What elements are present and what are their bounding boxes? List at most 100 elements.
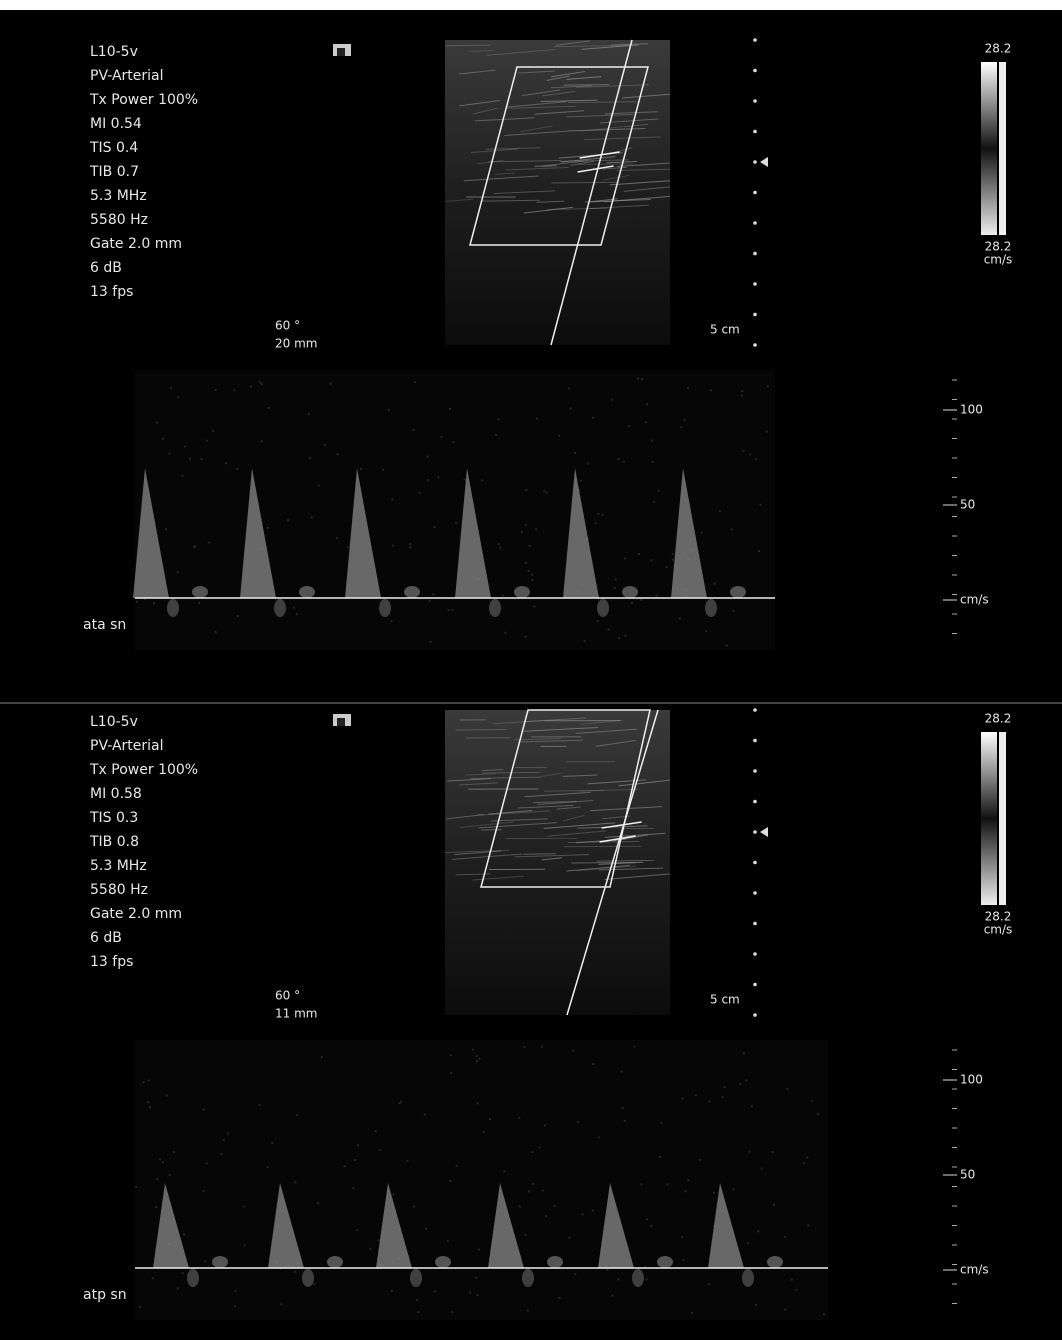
spectral-noise <box>644 421 647 424</box>
spectral-noise <box>713 582 716 585</box>
reverse-flow <box>597 599 609 617</box>
spectral-noise <box>754 1303 757 1306</box>
tissue-echo <box>487 159 561 163</box>
spectral-noise <box>387 408 390 411</box>
spectral-noise <box>687 1179 690 1182</box>
spectral-noise <box>524 523 527 526</box>
tissue-echo <box>566 76 602 80</box>
spectral-noise <box>162 1161 165 1164</box>
spectral-noise <box>159 1158 162 1161</box>
tissue-echo <box>562 774 598 777</box>
spectral-noise <box>156 1178 159 1181</box>
tissue-echo <box>541 857 563 861</box>
gate-depth-label: 11 mm <box>275 1007 317 1021</box>
spectral-noise <box>645 1278 648 1281</box>
tissue-echo <box>622 93 671 99</box>
spectral-noise <box>708 1100 711 1103</box>
parameter: L10-5v <box>90 714 138 730</box>
spectral-noise <box>683 418 686 421</box>
doppler-beam <box>566 709 659 1016</box>
spectral-noise <box>176 571 179 574</box>
tissue-echo <box>569 127 646 132</box>
spectral-noise <box>665 566 668 569</box>
spectral-noise <box>429 640 432 643</box>
spectral-noise <box>633 1045 636 1048</box>
spectral-noise <box>810 1099 813 1102</box>
spectral-noise <box>165 1094 168 1097</box>
sample-gate <box>577 151 620 173</box>
spectral-noise <box>198 601 201 604</box>
spectral-noise <box>747 1242 750 1245</box>
spectral-noise <box>236 467 239 470</box>
spectral-noise <box>527 569 530 572</box>
color-scale-top: 28.2 <box>985 42 1012 56</box>
spectral-noise <box>742 449 745 452</box>
angle-label: 60 ° <box>275 319 300 333</box>
spectral-noise <box>369 1247 372 1250</box>
spectral-noise <box>447 609 450 612</box>
spectral-noise <box>307 413 310 416</box>
spectral-noise <box>258 1104 261 1107</box>
parameter: MI 0.58 <box>90 786 142 802</box>
spectral-noise <box>681 1097 684 1100</box>
spectral-noise <box>336 453 339 456</box>
spectral-noise <box>569 407 572 410</box>
spectral-noise <box>577 1120 580 1123</box>
doppler-peak <box>153 1183 189 1268</box>
spectral-noise <box>524 561 527 564</box>
tissue-echo <box>602 174 630 181</box>
spectral-noise <box>543 490 546 493</box>
depth-marker <box>753 312 757 317</box>
spectral-noise <box>750 1105 753 1108</box>
spectral-noise <box>162 437 165 440</box>
spectral-noise <box>766 385 769 388</box>
probe-icon-inner <box>337 48 345 56</box>
spectral-noise <box>671 552 674 555</box>
depth-marker <box>753 891 757 895</box>
tissue-echo <box>470 776 542 779</box>
color-bar-white <box>999 62 1006 235</box>
spectral-noise <box>749 453 752 456</box>
spectral-noise <box>678 617 681 620</box>
spectral-noise <box>440 436 443 439</box>
tissue-echo <box>520 125 553 132</box>
tissue-echo <box>541 160 589 167</box>
spectral-noise <box>742 1052 745 1055</box>
tissue-echo <box>447 778 492 782</box>
spectral-noise <box>501 594 504 597</box>
spectral-noise <box>177 396 180 399</box>
parameter: PV-Arterial <box>90 738 164 754</box>
spectral-noise <box>424 1227 427 1230</box>
reverse-flow <box>705 599 717 617</box>
tissue-echo <box>616 162 670 168</box>
doppler-peak <box>455 468 491 598</box>
spectral-noise <box>448 407 451 410</box>
spectral-noise <box>449 1179 452 1182</box>
color-bar <box>981 62 997 235</box>
spectral-noise <box>718 510 721 513</box>
spectral-noise <box>541 1045 544 1048</box>
tissue-echo <box>582 44 639 50</box>
depth-marker <box>753 830 757 834</box>
depth-marker <box>753 160 757 164</box>
spectral-noise <box>243 1205 246 1208</box>
tissue-echo <box>488 809 533 815</box>
tissue-echo <box>583 136 661 141</box>
tissue-echo <box>575 728 637 734</box>
spectral-noise <box>666 1183 669 1186</box>
diastolic-flow <box>767 1256 783 1268</box>
spectral-noise <box>152 601 155 604</box>
tissue-echo <box>537 799 594 805</box>
tissue-echo <box>562 814 585 822</box>
reverse-flow <box>274 599 286 617</box>
spectral-noise <box>234 1289 237 1292</box>
tissue-echo <box>474 117 535 122</box>
spectral-noise <box>449 1054 452 1057</box>
doppler-peak <box>563 468 599 598</box>
spectral-noise <box>356 1229 359 1232</box>
spectral-noise <box>532 1182 535 1185</box>
depth-marker <box>753 38 757 42</box>
spectral-noise <box>708 1283 711 1286</box>
spectral-noise <box>572 1049 575 1052</box>
